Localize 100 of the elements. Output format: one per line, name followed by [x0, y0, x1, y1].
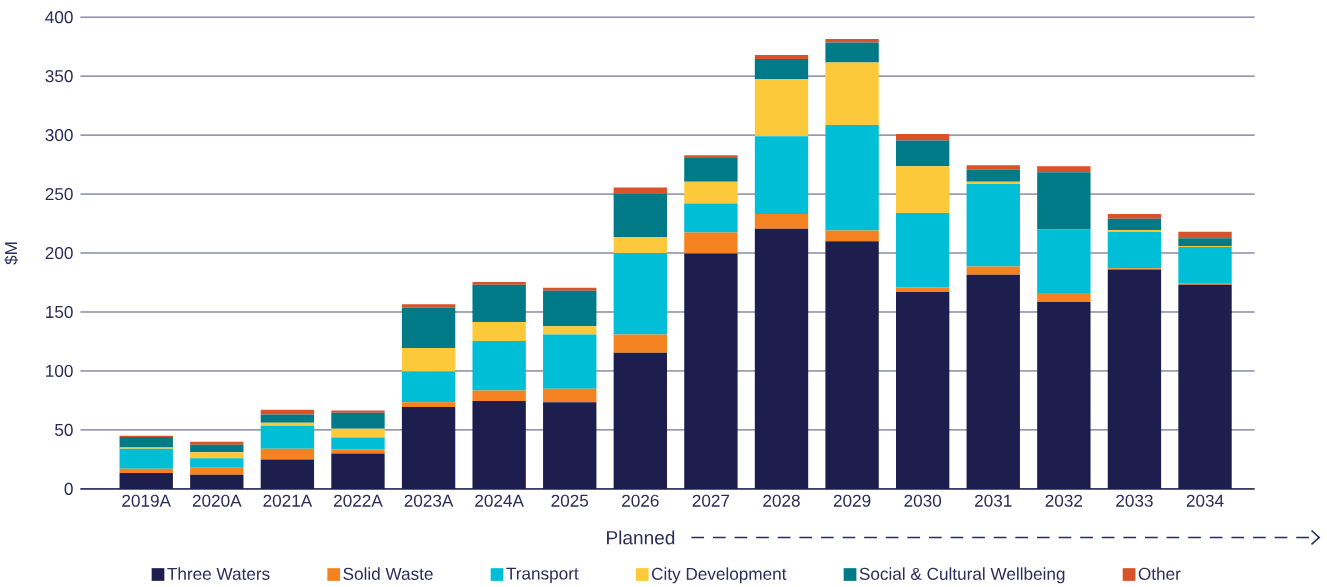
- y-tick-label: 50: [55, 423, 73, 436]
- bar: [613, 253, 668, 335]
- bar: [684, 158, 738, 182]
- x-tick-label: 2032: [1045, 494, 1083, 507]
- bar: [895, 133, 950, 141]
- bar: [331, 410, 385, 413]
- bar: [119, 472, 173, 489]
- bar: [472, 284, 526, 322]
- bar: [966, 274, 1020, 489]
- bar: [754, 59, 809, 80]
- y-tick-label: 400: [45, 11, 73, 24]
- legend-label: Three Waters: [167, 567, 270, 580]
- x-tick-label: 2023A: [404, 494, 454, 507]
- y-axis-title: $M: [4, 242, 19, 265]
- bar: [260, 409, 315, 415]
- bar: [754, 228, 809, 489]
- bar: [895, 287, 950, 292]
- bar: [543, 334, 597, 389]
- bar: [190, 452, 244, 459]
- bar: [401, 406, 456, 489]
- bar: [331, 437, 385, 450]
- x-tick-label: 2021A: [263, 494, 313, 507]
- bar: [1037, 172, 1091, 230]
- bar: [190, 474, 244, 489]
- bar: [1037, 293, 1091, 302]
- bar: [825, 241, 879, 489]
- x-tick-label: 2030: [904, 494, 942, 507]
- text: Planned: [607, 530, 675, 545]
- bar: [825, 125, 879, 231]
- bar: [1107, 218, 1162, 231]
- bar: [331, 453, 385, 489]
- bar: [1037, 166, 1091, 173]
- bar: [754, 214, 809, 229]
- bar: [1178, 284, 1232, 489]
- y-tick-label: 0: [64, 482, 73, 495]
- x-tick-label: 2029: [833, 494, 871, 507]
- legend-label: Transport: [506, 567, 579, 584]
- bar: [825, 42, 879, 63]
- bar: [260, 425, 315, 449]
- bar: [684, 253, 738, 489]
- bar: [472, 390, 526, 402]
- x-tick-label: 2033: [1116, 494, 1153, 507]
- bar: [190, 444, 244, 453]
- bar: [1107, 231, 1162, 269]
- bar: [331, 428, 385, 438]
- x-tick-label: 2019A: [122, 494, 171, 507]
- bar: [472, 401, 526, 489]
- x-tick-label: 2027: [692, 494, 730, 507]
- y-tick-label: 350: [45, 70, 73, 83]
- bar: [754, 54, 809, 59]
- bar: [684, 181, 738, 204]
- x-tick-label: 2020A: [192, 494, 242, 507]
- bar: [966, 266, 1020, 275]
- x-tick-label: 2031: [975, 494, 1012, 507]
- bar: [684, 155, 738, 159]
- legend-label: Other: [1138, 567, 1181, 580]
- x-tick-label: 2025: [551, 494, 589, 507]
- bar: [543, 290, 597, 327]
- bar: [613, 352, 668, 489]
- bar: [543, 326, 597, 335]
- bar: [260, 414, 315, 423]
- x-tick-label: 2024A: [475, 494, 524, 507]
- bar: [543, 388, 597, 403]
- x-tick-label: 2034: [1186, 494, 1224, 507]
- bar: [684, 203, 738, 233]
- bar: [895, 291, 950, 489]
- bar: [966, 169, 1020, 182]
- bar: [472, 281, 526, 285]
- legend-label: City Development: [651, 567, 787, 584]
- bar: [190, 467, 244, 475]
- bar: [472, 340, 526, 391]
- x-tick-label: 2028: [763, 494, 800, 507]
- bar: [684, 232, 738, 254]
- bar: [401, 307, 456, 348]
- bar: [401, 402, 456, 407]
- y-tick-label: 250: [45, 187, 73, 201]
- bar: [1178, 247, 1232, 284]
- bar: [895, 166, 950, 213]
- bar: [331, 412, 385, 429]
- bar: [1037, 301, 1091, 489]
- bar: [966, 165, 1020, 170]
- bar: [119, 468, 173, 473]
- bar: [966, 184, 1020, 267]
- y-tick-label: 150: [46, 305, 73, 319]
- legend-label: Solid Waste: [343, 567, 433, 580]
- bar: [119, 448, 173, 469]
- x-tick-label: 2026: [622, 494, 659, 507]
- bar: [260, 422, 315, 426]
- bar: [190, 441, 244, 445]
- y-tick-label: 100: [46, 364, 73, 377]
- bar: [401, 304, 456, 308]
- bar: [613, 334, 668, 353]
- bar: [613, 237, 668, 253]
- bar: [1178, 231, 1232, 239]
- bar: [543, 287, 597, 291]
- x-tick-label: 2022A: [334, 494, 383, 507]
- y-tick-label: 200: [45, 246, 73, 260]
- bar: [895, 140, 950, 167]
- bar: [260, 448, 315, 460]
- y-tick-label: 300: [45, 129, 73, 142]
